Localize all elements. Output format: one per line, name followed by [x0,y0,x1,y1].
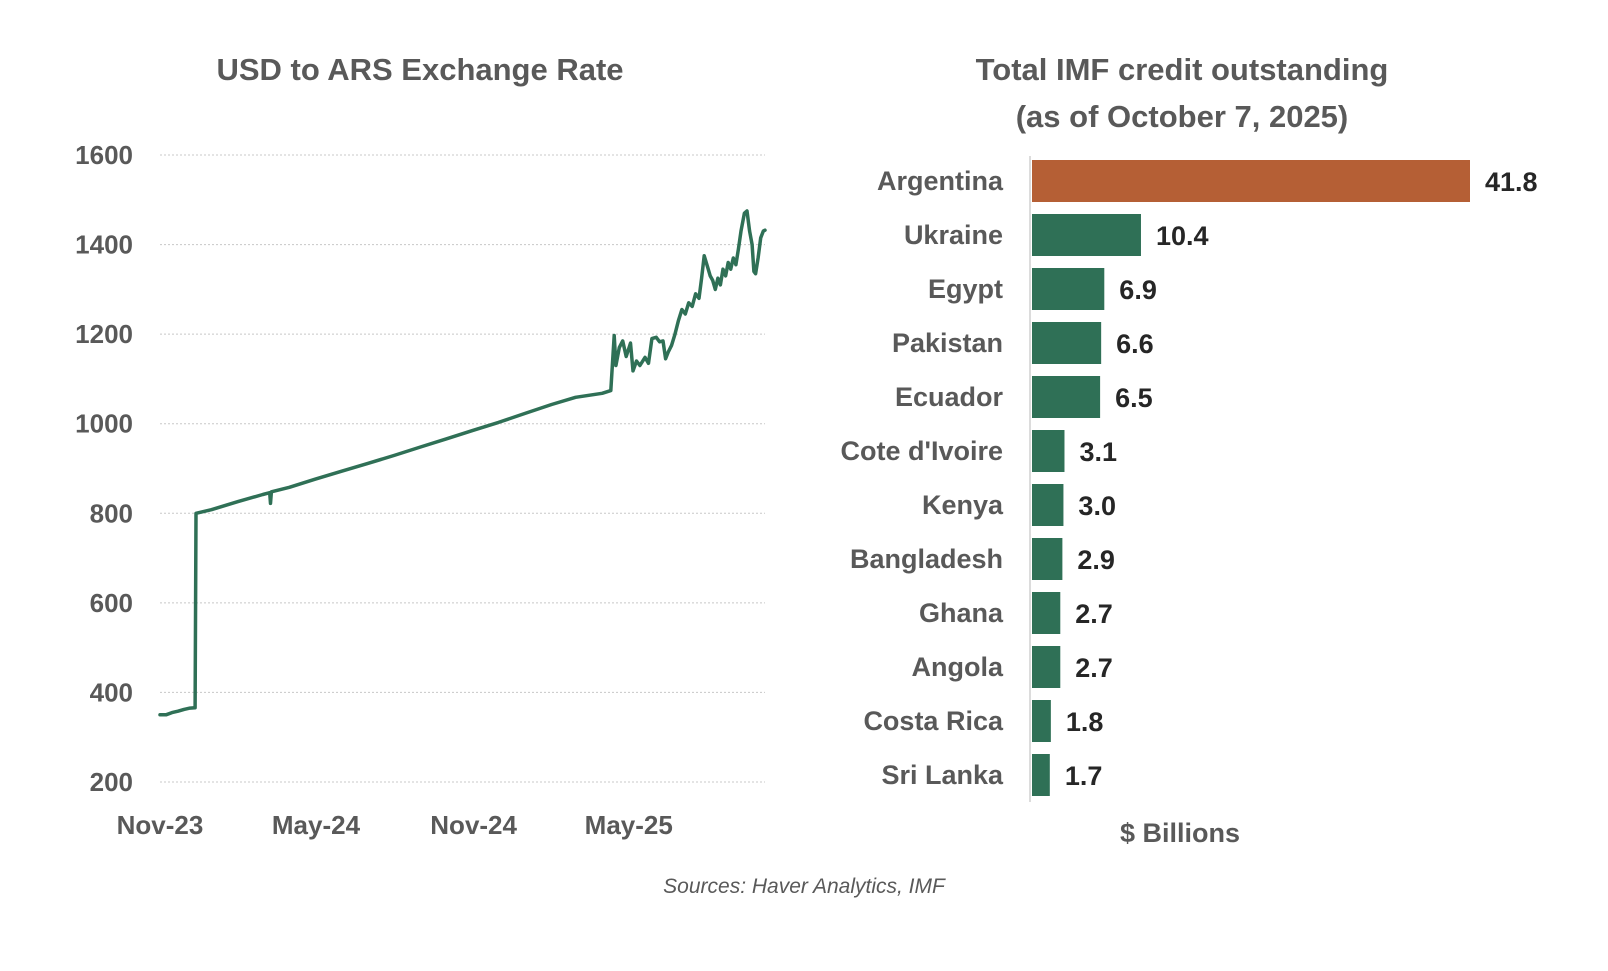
line-chart-gridlines [160,154,765,783]
line-chart-x-tick-label: Nov-24 [430,810,517,840]
bar-pakistan [1032,322,1102,364]
bar-value-label-ukraine: 10.4 [1156,221,1209,251]
bar-category-label-sri-lanka: Sri Lanka [881,760,1004,790]
bar-value-label-egypt: 6.9 [1119,275,1157,305]
exchange-rate-line [158,209,767,717]
bar-category-label-argentina: Argentina [877,166,1004,196]
bar-value-label-pakistan: 6.6 [1116,329,1154,359]
line-chart-y-tick-labels: 1600 1400 1200 1000 800 600 400 200 [75,140,133,797]
bar-category-label-egypt: Egypt [928,274,1003,304]
line-chart-x-tick-label: Nov-23 [117,810,204,840]
bar-category-label-kenya: Kenya [922,490,1004,520]
line-chart-y-tick-label: 1600 [75,140,133,170]
bar-chart-x-axis-title: $ Billions [1120,818,1240,848]
line-chart-y-tick-label: 1000 [75,409,133,439]
bar-category-label-bangladesh: Bangladesh [850,544,1003,574]
bar-value-label-bangladesh: 2.9 [1077,545,1115,575]
bar-kenya [1032,484,1064,526]
bar-angola [1032,646,1061,688]
bar-ghana [1032,592,1061,634]
bar-ecuador [1032,376,1101,418]
line-chart-y-tick-label: 200 [90,767,133,797]
bar-category-label-pakistan: Pakistan [892,328,1003,358]
source-note: Sources: Haver Analytics, IMF [663,875,946,898]
bar-chart-title: Total IMF credit outstanding [976,52,1389,87]
bar-egypt [1032,268,1105,310]
line-chart-x-tick-label: May-25 [585,810,673,840]
line-chart-series [158,209,767,717]
line-chart-x-tick-label: May-24 [272,810,361,840]
bar-value-label-sri-lanka: 1.7 [1065,761,1103,791]
bar-value-label-costa-rica: 1.8 [1066,707,1104,737]
bar-ukraine [1032,214,1141,256]
bar-category-label-ukraine: Ukraine [904,220,1003,250]
bar-costa-rica [1032,700,1051,742]
exchange-rate-line-chart: USD to ARS Exchange Rate 1600 1400 1200 100… [75,52,767,840]
line-chart-x-tick-labels: Nov-23 May-24 Nov-24 May-25 [117,810,673,840]
bar-chart-value-labels: 41.8 10.4 6.9 6.6 6.5 3.1 3.0 2.9 2.7 2.7 1.8 1.7 [1065,167,1538,791]
line-chart-y-tick-label: 1200 [75,319,133,349]
bar-chart-category-labels: Argentina Ukraine Egypt Pakistan Ecuador Cote… [841,166,1004,790]
bar-category-label-ecuador: Ecuador [895,382,1004,412]
line-chart-y-tick-label: 800 [90,498,133,528]
bar-argentina [1032,160,1470,202]
line-chart-y-tick-label: 600 [90,588,133,618]
bar-value-label-cote-d-ivoire: 3.1 [1079,437,1117,467]
bar-value-label-ghana: 2.7 [1075,599,1113,629]
bar-category-label-angola: Angola [912,652,1004,682]
bar-chart-subtitle: (as of October 7, 2025) [1016,99,1349,134]
bar-category-label-cote-d-ivoire: Cote d'Ivoire [841,436,1003,466]
bar-sri-lanka [1032,754,1050,796]
bar-category-label-ghana: Ghana [919,598,1004,628]
bar-chart-bars [1032,160,1470,796]
line-chart-y-tick-label: 400 [90,677,133,707]
bar-value-label-kenya: 3.0 [1078,491,1116,521]
imf-credit-bar-chart: Total IMF credit outstanding (as of Octo… [841,52,1538,848]
bar-value-label-angola: 2.7 [1075,653,1113,683]
bar-category-label-costa-rica: Costa Rica [863,706,1004,736]
bar-cote-d-ivoire [1032,430,1065,472]
line-chart-y-tick-label: 1400 [75,230,133,260]
bar-bangladesh [1032,538,1063,580]
bar-value-label-ecuador: 6.5 [1115,383,1153,413]
bar-value-label-argentina: 41.8 [1485,167,1538,197]
line-chart-title: USD to ARS Exchange Rate [216,52,623,87]
